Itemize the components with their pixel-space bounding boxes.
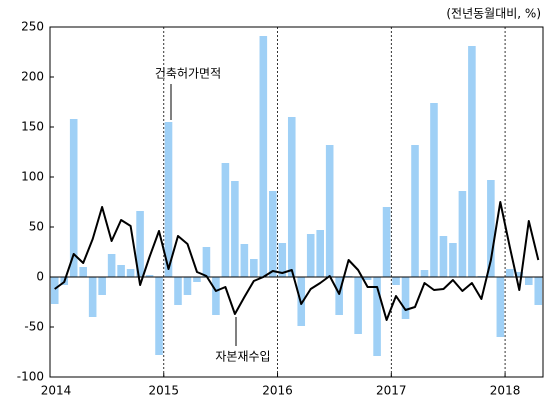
- bar: [155, 277, 163, 355]
- y-tick-label: -50: [24, 320, 44, 334]
- bar: [79, 267, 87, 277]
- bar: [98, 277, 106, 295]
- y-tick-label: 0: [36, 270, 44, 284]
- bar: [107, 254, 116, 277]
- bar: [506, 269, 514, 277]
- bar: [382, 207, 391, 277]
- bar: [231, 181, 239, 277]
- bar: [240, 244, 249, 277]
- bar: [468, 46, 476, 277]
- bar: [136, 211, 144, 277]
- y-tick-label: 100: [21, 170, 44, 184]
- unit-label: (전년동월대비, %): [446, 7, 541, 21]
- x-tick-label: 2018: [490, 384, 521, 398]
- series-label: 건축허가면적: [155, 67, 221, 81]
- y-tick-label: 150: [21, 120, 44, 134]
- bar: [212, 277, 220, 315]
- line: [54, 201, 540, 321]
- bar: [420, 270, 429, 277]
- x-tick-label: 2016: [262, 384, 293, 398]
- bar: [174, 277, 182, 305]
- bar: [335, 277, 343, 315]
- bar: [259, 36, 268, 277]
- bar: [126, 269, 135, 277]
- y-tick-label: 200: [21, 70, 44, 84]
- bar: [278, 243, 287, 277]
- bar: [69, 119, 78, 277]
- plot-frame: [49, 26, 544, 378]
- bar: [316, 230, 324, 277]
- bar: [88, 277, 97, 317]
- y-tick-label: 250: [21, 20, 44, 34]
- bar: [430, 103, 438, 277]
- bar: [306, 234, 315, 277]
- bar: [524, 277, 533, 285]
- bar: [534, 277, 543, 305]
- bar: [164, 122, 173, 277]
- bar: [221, 163, 230, 277]
- bar: [392, 277, 400, 285]
- bar: [411, 145, 419, 277]
- bar: [269, 191, 277, 277]
- bar: [363, 277, 372, 280]
- bar: [145, 275, 154, 277]
- bar: [325, 145, 334, 277]
- bar: [50, 277, 59, 304]
- bar: [250, 259, 258, 277]
- y-tick-label: 50: [29, 220, 44, 234]
- bar: [458, 191, 467, 277]
- bar: [515, 272, 524, 277]
- x-tick-label: 2017: [376, 384, 407, 398]
- bar: [439, 236, 448, 277]
- bar: [373, 277, 381, 356]
- bar: [449, 243, 457, 277]
- bar: [202, 247, 211, 277]
- bar: [496, 277, 505, 337]
- bar: [193, 277, 201, 282]
- y-tick-label: -100: [17, 370, 44, 384]
- bar: [487, 180, 495, 277]
- bar: [183, 277, 192, 295]
- bar: [117, 265, 125, 277]
- bar: [401, 277, 410, 319]
- series-label: 자본재수입: [215, 350, 270, 364]
- bar: [354, 277, 362, 334]
- x-tick-label: 2014: [41, 384, 72, 398]
- x-tick-label: 2015: [148, 384, 179, 398]
- bar: [287, 117, 296, 277]
